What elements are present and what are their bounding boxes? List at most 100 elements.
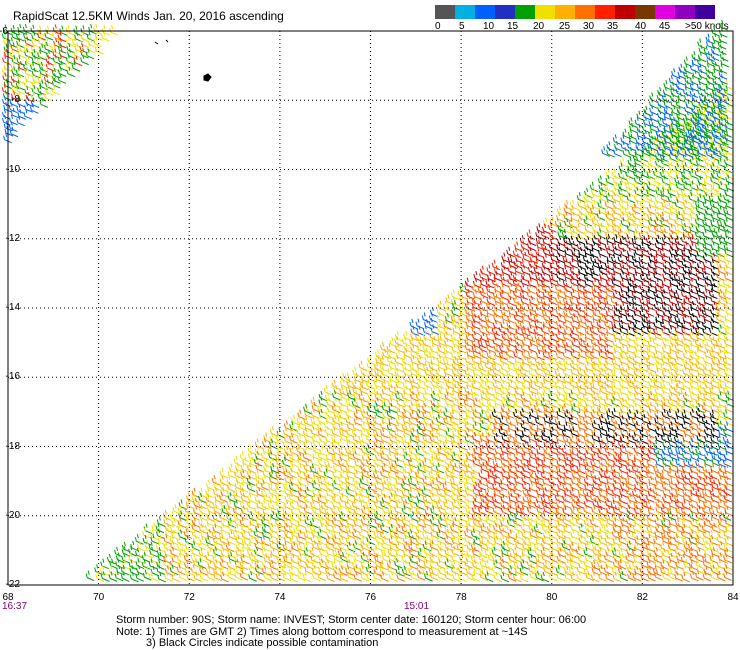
wind-barb (219, 558, 229, 570)
wind-barb (491, 540, 501, 552)
wind-barb (674, 324, 684, 335)
wind-barb (479, 287, 489, 299)
wind-barb (596, 318, 606, 330)
wind-barb (528, 366, 538, 378)
wind-barb (464, 325, 473, 336)
wind-barb (676, 306, 686, 317)
wind-barb (701, 264, 711, 276)
wind-barb (697, 366, 706, 377)
wind-barb (479, 365, 489, 377)
wind-barb (457, 336, 466, 348)
wind-barb (682, 487, 691, 498)
wind-barb (723, 451, 733, 462)
wind-barb (563, 269, 573, 281)
wind-barb (631, 203, 641, 215)
wind-barb (421, 312, 431, 323)
wind-barb (649, 92, 658, 103)
wind-barb (394, 503, 403, 515)
wind-barb (694, 241, 704, 252)
wind-barb (457, 342, 467, 354)
wind-barb (212, 546, 222, 558)
wind-barb (652, 336, 662, 347)
wind-barb (641, 313, 651, 325)
wind-barb (710, 293, 720, 305)
wind-barb (696, 56, 706, 68)
wind-barb (719, 19, 728, 31)
wind-barb (80, 25, 90, 36)
wind-barb (674, 222, 684, 234)
wind-barb (660, 187, 669, 198)
wind-barb (101, 30, 110, 42)
wind-barb (471, 337, 481, 349)
wind-barb (645, 313, 655, 325)
wind-barb (368, 384, 377, 396)
wind-barb (375, 474, 384, 486)
wind-barb (85, 570, 95, 582)
colorbar-label: 40 (635, 21, 647, 32)
wind-barb (575, 223, 585, 234)
wind-barb (681, 336, 690, 347)
wind-barb (655, 186, 665, 198)
wind-barb (500, 510, 510, 521)
wind-barb (506, 246, 515, 258)
wind-barb (450, 289, 460, 301)
colorbar-label: 20 (533, 21, 545, 32)
wind-barb (88, 23, 97, 35)
wind-barb (480, 331, 489, 343)
wind-barb (533, 541, 543, 552)
wind-barb (597, 253, 606, 265)
wind-barb (625, 366, 635, 377)
wind-barb (563, 235, 572, 246)
wind-barb (414, 331, 424, 343)
wind-barb (246, 469, 256, 480)
wind-barb (590, 192, 599, 204)
wind-barb (465, 288, 475, 300)
wind-barb (514, 264, 523, 275)
lon-label: 84 (727, 592, 739, 603)
wind-barb (641, 168, 650, 179)
wind-barb (431, 336, 441, 347)
wind-barb (487, 366, 497, 378)
wind-barb (653, 222, 663, 234)
wind-barb (689, 522, 698, 534)
wind-barb (716, 270, 725, 281)
wind-barb (519, 289, 529, 300)
wind-barb (486, 264, 496, 275)
wind-barb (717, 38, 727, 50)
wind-barb (627, 216, 636, 227)
wind-barb (522, 251, 532, 263)
wind-barb (471, 299, 481, 311)
wind-barb (662, 203, 672, 215)
wind-barb (388, 427, 398, 439)
wind-barb (422, 336, 431, 348)
wind-barb (515, 325, 525, 337)
wind-barb (620, 247, 630, 259)
wind-barb (703, 175, 713, 186)
wind-barb (583, 306, 592, 318)
colorbar-label: 45 (659, 21, 671, 32)
wind-barb (715, 337, 725, 349)
wind-barb (638, 474, 648, 485)
wind-barb (716, 169, 726, 181)
wind-barb (337, 540, 347, 551)
wind-barb (142, 527, 151, 539)
wind-barb (668, 162, 678, 173)
wind-barb (442, 355, 452, 367)
wind-barb (575, 432, 585, 444)
wind-barb (662, 228, 671, 240)
wind-barb (535, 247, 544, 258)
wind-barb (612, 199, 621, 211)
wind-barb (605, 192, 615, 203)
wind-barb (723, 234, 732, 245)
wind-barb (694, 216, 704, 228)
wind-barb (400, 480, 410, 492)
wind-barb (492, 498, 502, 510)
wind-barb (101, 25, 111, 36)
wind-barb (704, 168, 713, 179)
wind-barb (702, 240, 711, 251)
time-label-left: 16:37 (2, 601, 28, 612)
wind-barb (681, 257, 691, 269)
wind-barb (568, 534, 578, 545)
wind-barb (701, 414, 711, 425)
wind-barb (597, 336, 606, 348)
